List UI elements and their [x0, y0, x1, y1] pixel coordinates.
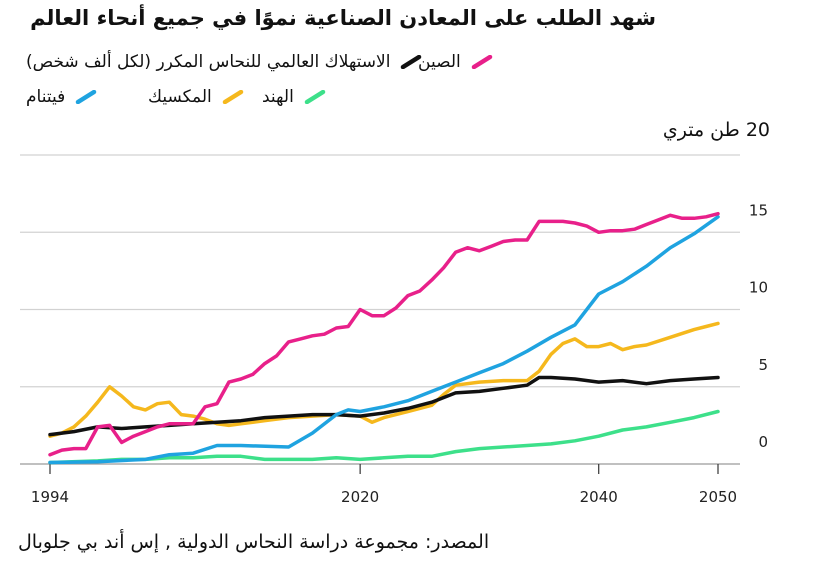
legend-label-india: الهند: [262, 87, 294, 107]
legend-item-china: الصين: [418, 52, 493, 72]
y-tick-label: 0: [758, 433, 768, 451]
series-line-mexico: [48, 321, 720, 438]
x-tick-label: 2050: [699, 488, 737, 506]
series-line-china: [48, 211, 720, 457]
legend-item-vietnam: فيتنام: [26, 87, 97, 107]
y-tick-label: 10: [749, 279, 768, 297]
chart-title: شهد الطلب على المعادن الصناعية نموًا في …: [30, 6, 656, 30]
legend-swatch-vietnam: [75, 90, 97, 104]
x-tick-label: 1994: [31, 488, 69, 506]
legend-item-world: الاستهلاك العالمي للنحاس المكرر (لكل ألف…: [26, 52, 422, 72]
legend-swatch-world: [401, 55, 422, 69]
legend-swatch-mexico: [222, 90, 243, 104]
legend-item-mexico: المكسيك: [148, 87, 244, 107]
x-tick-label: 2040: [580, 488, 618, 506]
legend-label-vietnam: فيتنام: [26, 87, 66, 107]
source-note: المصدر: مجموعة دراسة النحاس الدولية , إس…: [18, 531, 490, 553]
y-tick-label: 15: [749, 201, 768, 219]
y-tick-label: 5: [758, 356, 768, 374]
series-line-india: [48, 409, 720, 465]
legend-item-india: الهند: [262, 87, 326, 107]
x-tick-label: 2020: [341, 488, 379, 506]
y-axis-unit-label: 20 طن متري: [662, 119, 770, 141]
legend-label-china: الصين: [418, 52, 461, 72]
legend-label-world: الاستهلاك العالمي للنحاس المكرر (لكل ألف…: [26, 52, 391, 72]
legend-swatch-india: [304, 90, 326, 104]
series-line-vietnam: [48, 215, 720, 465]
legend-swatch-china: [471, 55, 492, 69]
legend-label-mexico: المكسيك: [148, 87, 212, 107]
